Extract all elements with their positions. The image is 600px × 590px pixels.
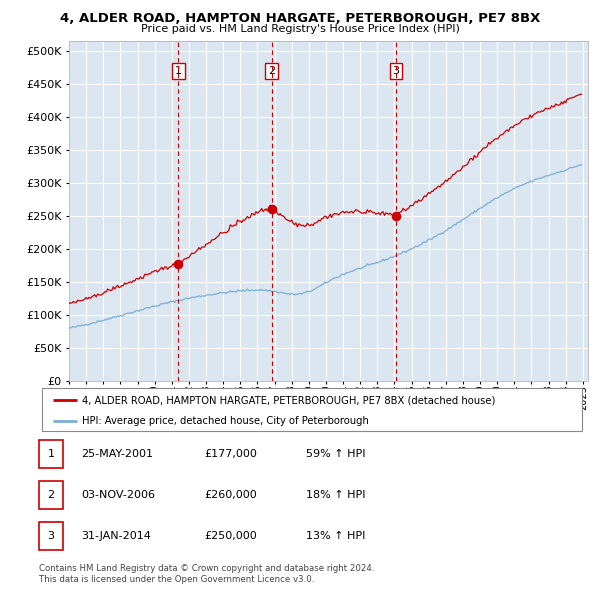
Point bbox=[267, 205, 277, 214]
Text: £250,000: £250,000 bbox=[204, 532, 257, 541]
Text: 4, ALDER ROAD, HAMPTON HARGATE, PETERBOROUGH, PE7 8BX (detached house): 4, ALDER ROAD, HAMPTON HARGATE, PETERBOR… bbox=[83, 395, 496, 405]
Text: Contains HM Land Registry data © Crown copyright and database right 2024.: Contains HM Land Registry data © Crown c… bbox=[39, 565, 374, 573]
Text: 03-NOV-2006: 03-NOV-2006 bbox=[81, 490, 155, 500]
FancyBboxPatch shape bbox=[42, 388, 582, 431]
Text: £260,000: £260,000 bbox=[204, 490, 257, 500]
Text: This data is licensed under the Open Government Licence v3.0.: This data is licensed under the Open Gov… bbox=[39, 575, 314, 584]
Text: 3: 3 bbox=[47, 532, 55, 541]
Text: 4, ALDER ROAD, HAMPTON HARGATE, PETERBOROUGH, PE7 8BX: 4, ALDER ROAD, HAMPTON HARGATE, PETERBOR… bbox=[60, 12, 540, 25]
Text: 31-JAN-2014: 31-JAN-2014 bbox=[81, 532, 151, 541]
Text: 3: 3 bbox=[392, 66, 400, 76]
Text: 2: 2 bbox=[268, 66, 275, 76]
Text: 2: 2 bbox=[47, 490, 55, 500]
Text: £177,000: £177,000 bbox=[204, 449, 257, 458]
Text: 25-MAY-2001: 25-MAY-2001 bbox=[81, 449, 153, 458]
Text: 13% ↑ HPI: 13% ↑ HPI bbox=[306, 532, 365, 541]
Point bbox=[173, 259, 183, 268]
Text: 1: 1 bbox=[175, 66, 182, 76]
Text: HPI: Average price, detached house, City of Peterborough: HPI: Average price, detached house, City… bbox=[83, 417, 370, 427]
Text: 59% ↑ HPI: 59% ↑ HPI bbox=[306, 449, 365, 458]
Point bbox=[391, 211, 401, 221]
Text: 18% ↑ HPI: 18% ↑ HPI bbox=[306, 490, 365, 500]
Text: 1: 1 bbox=[47, 449, 55, 458]
Text: Price paid vs. HM Land Registry's House Price Index (HPI): Price paid vs. HM Land Registry's House … bbox=[140, 24, 460, 34]
